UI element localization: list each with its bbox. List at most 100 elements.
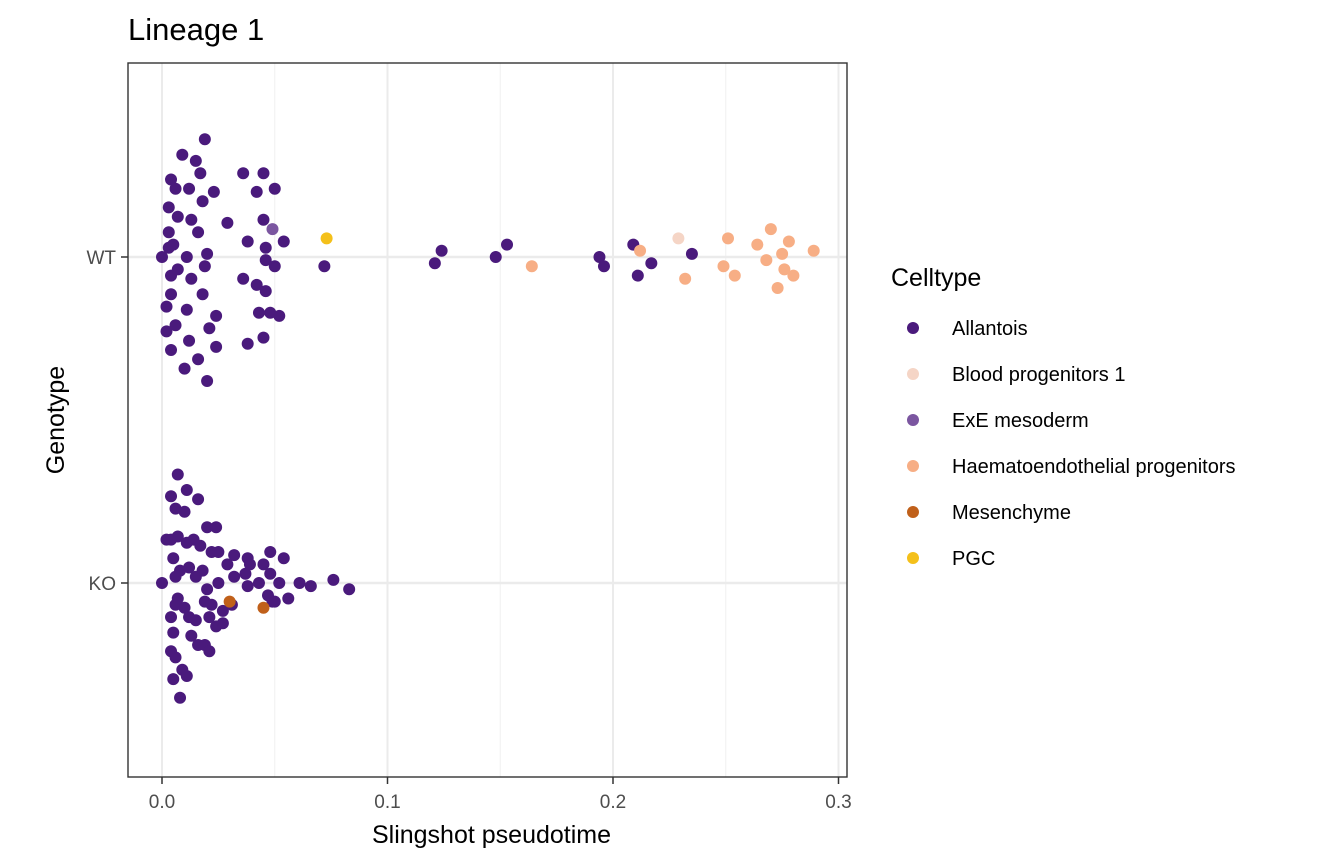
legend-label-allantois: Allantois — [952, 318, 1028, 340]
point-mesenchyme — [257, 601, 270, 614]
point-allantois — [268, 260, 281, 273]
legend-key-allantois — [907, 322, 919, 334]
point-allantois — [631, 269, 644, 282]
legend-key-mesenchyme — [907, 506, 919, 518]
point-allantois — [428, 257, 441, 270]
point-allantois — [221, 216, 234, 229]
point-allantois — [489, 251, 502, 263]
point-allantois — [192, 493, 205, 506]
legend-label-pgc: PGC — [952, 548, 995, 570]
point-allantois — [196, 564, 209, 577]
point-allantois — [183, 334, 196, 347]
point-allantois — [304, 580, 317, 593]
legend-key-exe-mesoderm — [907, 414, 919, 426]
point-allantois — [273, 577, 286, 589]
point-allantois — [264, 546, 277, 558]
point-haematoendothelial-progenitors — [760, 254, 773, 267]
point-allantois — [327, 573, 340, 586]
point-allantois — [180, 670, 193, 682]
point-allantois — [189, 614, 202, 627]
point-pgc — [320, 232, 333, 245]
legend-label-haematoendothelial-progenitors: Haematoendothelial progenitors — [952, 456, 1236, 478]
point-allantois — [171, 263, 184, 276]
point-allantois — [169, 651, 182, 664]
point-haematoendothelial-progenitors — [807, 244, 820, 257]
point-allantois — [185, 629, 198, 642]
legend-title: Celltype — [891, 264, 981, 292]
point-allantois — [593, 251, 606, 263]
x-tick-label: 0.0 — [149, 792, 175, 813]
point-allantois — [241, 235, 254, 248]
legend-label-exe-mesoderm: ExE mesoderm — [952, 410, 1089, 432]
point-allantois — [207, 185, 220, 198]
point-allantois — [228, 570, 241, 583]
point-allantois — [165, 288, 178, 301]
point-allantois — [239, 567, 252, 580]
point-allantois — [171, 530, 184, 543]
point-allantois — [192, 226, 205, 239]
point-allantois — [185, 213, 198, 226]
point-haematoendothelial-progenitors — [751, 238, 764, 251]
panel-border — [127, 62, 848, 778]
point-allantois — [259, 241, 272, 254]
point-allantois — [273, 309, 286, 322]
point-allantois — [171, 468, 184, 481]
point-allantois — [165, 344, 178, 356]
x-axis: 0.0 0.1 0.2 0.3 — [149, 777, 852, 813]
point-haematoendothelial-progenitors — [634, 244, 647, 257]
point-haematoendothelial-progenitors — [771, 282, 784, 294]
point-allantois — [201, 247, 214, 260]
panel-background — [128, 63, 847, 777]
chart-title: Lineage 1 — [128, 12, 264, 47]
point-allantois — [198, 133, 211, 146]
point-allantois — [205, 598, 218, 611]
point-allantois — [174, 691, 187, 704]
point-allantois — [243, 558, 256, 571]
point-allantois — [257, 213, 270, 226]
point-allantois — [194, 539, 207, 552]
y-tick-label: KO — [89, 574, 116, 595]
point-blood-progenitors-1 — [672, 232, 685, 245]
point-allantois — [183, 561, 196, 574]
point-allantois — [252, 306, 265, 319]
point-allantois — [282, 592, 295, 605]
point-allantois — [228, 549, 241, 562]
point-haematoendothelial-progenitors — [717, 260, 730, 273]
point-allantois — [501, 238, 514, 251]
point-allantois — [174, 564, 187, 577]
y-axis: KO WT — [86, 248, 128, 595]
point-allantois — [180, 303, 193, 316]
point-allantois — [210, 521, 223, 534]
point-allantois — [237, 272, 250, 285]
point-haematoendothelial-progenitors — [776, 247, 789, 260]
legend-items: Allantois Blood progenitors 1 ExE mesoderm… — [907, 318, 1236, 570]
point-allantois — [194, 167, 207, 180]
legend-key-haematoendothelial-progenitors — [907, 460, 919, 472]
x-tick-label: 0.2 — [600, 792, 626, 813]
point-allantois — [277, 552, 290, 565]
point-allantois — [268, 595, 281, 608]
point-allantois — [201, 583, 214, 596]
point-allantois — [189, 154, 202, 167]
point-allantois — [201, 375, 214, 387]
x-tick-label: 0.3 — [825, 792, 851, 813]
point-allantois — [435, 244, 448, 257]
legend-label-mesenchyme: Mesenchyme — [952, 502, 1071, 524]
point-allantois — [180, 251, 193, 263]
point-allantois — [178, 362, 191, 375]
point-allantois — [597, 260, 610, 273]
point-haematoendothelial-progenitors — [722, 232, 735, 245]
point-allantois — [167, 552, 180, 565]
point-allantois — [167, 238, 180, 251]
point-allantois — [210, 340, 223, 353]
point-allantois — [318, 260, 331, 273]
point-allantois — [264, 306, 277, 319]
point-allantois — [165, 490, 178, 503]
point-haematoendothelial-progenitors — [764, 223, 777, 236]
point-allantois — [252, 577, 265, 589]
point-allantois — [250, 185, 263, 198]
point-allantois — [645, 257, 658, 270]
point-allantois — [160, 325, 173, 338]
point-allantois — [198, 260, 211, 273]
